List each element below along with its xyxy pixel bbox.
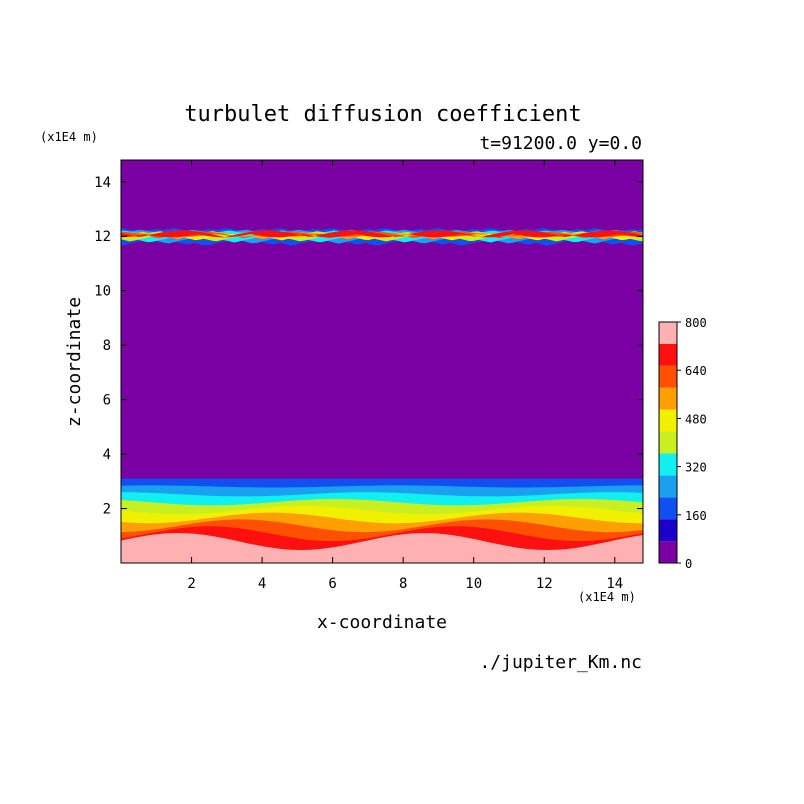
colorbar-swatch — [659, 519, 677, 542]
y-tick-label: 10 — [94, 284, 111, 300]
colorbar-swatch — [659, 475, 677, 498]
y-tick-label: 4 — [103, 447, 111, 463]
y-tick-label: 2 — [103, 502, 111, 518]
lower-layer-band — [121, 533, 643, 563]
y-axis: 2 4 6 8 10 12 14 — [94, 175, 643, 518]
x-tick-label: 14 — [606, 576, 623, 592]
x-tick-label: 4 — [258, 576, 266, 592]
colorbar-label: 480 — [685, 412, 707, 426]
x-tick-label: 12 — [536, 576, 553, 592]
colorbar: 0 160 320 480 640 800 — [658, 316, 707, 571]
z-unit-label: (x1E4 m) — [40, 130, 98, 144]
colorbar-swatch — [659, 365, 677, 388]
colorbar-label: 160 — [685, 509, 707, 523]
x-tick-label: 6 — [328, 576, 336, 592]
colorbar-swatch — [659, 343, 677, 366]
y-axis-label: z-coordinate — [64, 297, 85, 427]
x-axis: 2 4 6 8 10 12 14 — [187, 160, 623, 592]
upper-layer-band — [121, 230, 643, 238]
x-tick-label: 10 — [465, 576, 482, 592]
colorbar-swatch — [659, 541, 677, 563]
y-tick-label: 6 — [103, 393, 111, 409]
y-tick-label: 12 — [94, 229, 111, 245]
colorbar-label: 800 — [685, 316, 707, 330]
y-tick-label: 14 — [94, 175, 111, 191]
colorbar-swatch — [659, 431, 677, 454]
colorbar-label: 320 — [685, 461, 707, 475]
plot-frame — [120, 159, 644, 564]
source-filename: ./jupiter_Km.nc — [479, 652, 642, 673]
colorbar-swatch — [659, 453, 677, 476]
colorbar-swatch — [659, 497, 677, 520]
colorbar-frame — [658, 321, 678, 564]
x-tick-label: 8 — [399, 576, 407, 592]
plot-area — [121, 160, 643, 563]
colorbar-swatch — [659, 322, 677, 344]
x-unit-label: (x1E4 m) — [578, 590, 636, 604]
colorbar-swatch — [659, 387, 677, 410]
chart-title: turbulet diffusion coefficient — [184, 102, 581, 127]
colorbar-swatch — [659, 409, 677, 432]
chart-subtitle: t=91200.0 y=0.0 — [479, 133, 642, 154]
upper-layer-band — [121, 232, 643, 240]
x-axis-label: x-coordinate — [317, 612, 447, 633]
colorbar-label: 0 — [685, 557, 692, 571]
y-tick-label: 8 — [103, 338, 111, 354]
x-tick-label: 2 — [187, 576, 195, 592]
colorbar-label: 640 — [685, 364, 707, 378]
